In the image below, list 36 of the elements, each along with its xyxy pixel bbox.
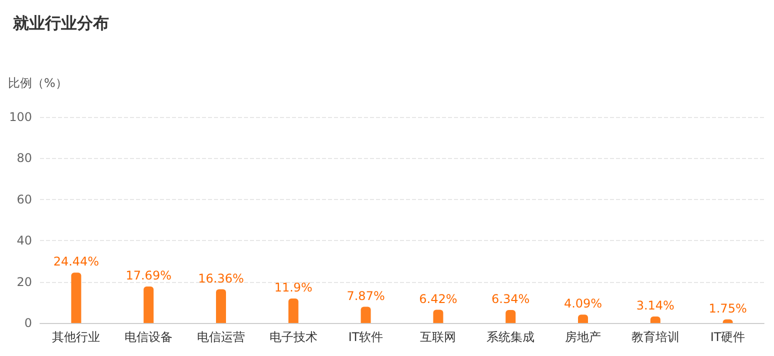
- data-label: 11.9%: [274, 280, 312, 294]
- y-tick-label: 20: [16, 274, 32, 289]
- bar: [216, 289, 226, 323]
- bar: [71, 272, 82, 323]
- data-label: 3.14%: [636, 298, 674, 313]
- x-tick-label: IT软件: [348, 330, 384, 344]
- data-label: 24.44%: [53, 254, 100, 269]
- x-tick-label: IT硬件: [710, 330, 746, 344]
- x-tick-label: 互联网: [420, 330, 456, 344]
- y-tick-label: 60: [16, 192, 32, 206]
- data-label: 6.42%: [419, 292, 458, 306]
- bar: [506, 310, 516, 323]
- data-label: 16.36%: [198, 271, 244, 286]
- bar: [144, 286, 154, 323]
- x-tick-label: 电子技术: [269, 330, 318, 344]
- y-tick-label: 100: [9, 110, 32, 124]
- bar: [288, 298, 298, 323]
- y-tick-label: 40: [16, 234, 32, 248]
- x-tick-label: 房地产: [565, 330, 601, 344]
- x-tick-label: 电信运营: [197, 330, 245, 344]
- data-label: 1.75%: [708, 301, 747, 316]
- y-tick-label: 80: [16, 151, 32, 166]
- chart-title: 就业行业分布: [12, 14, 109, 32]
- data-label: 6.34%: [492, 292, 530, 306]
- y-tick-label: 0: [24, 316, 32, 330]
- bar: [433, 310, 444, 323]
- x-tick-label: 电信设备: [124, 330, 173, 344]
- y-axis-title: 比例（%）: [8, 76, 68, 90]
- bar: [578, 314, 588, 323]
- x-tick-label: 其他行业: [52, 330, 100, 344]
- data-label: 7.87%: [346, 288, 385, 303]
- x-tick-label: 教育培训: [631, 330, 680, 344]
- data-label: 17.69%: [126, 268, 172, 283]
- x-tick-label: 系统集成: [486, 330, 535, 344]
- data-label: 4.09%: [564, 296, 602, 311]
- bar: [360, 306, 371, 323]
